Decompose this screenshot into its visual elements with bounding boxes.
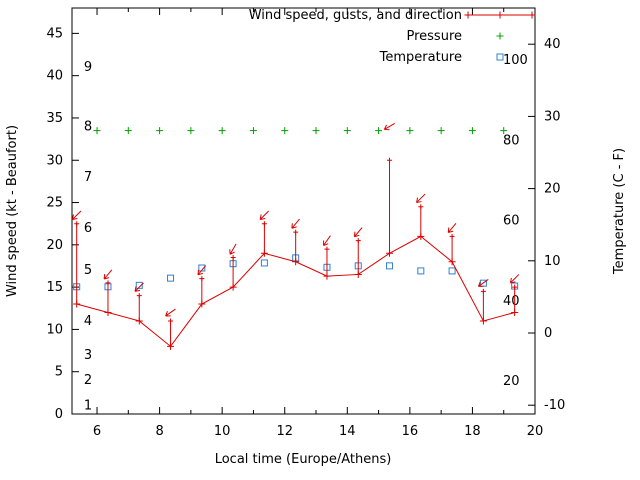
x-tick-label: 18 [464, 424, 481, 439]
beaufort-label: 6 [84, 221, 92, 236]
left-axis-title: Wind speed (kt - Beaufort) [5, 125, 20, 297]
beaufort-label: 2 [84, 373, 92, 388]
beaufort-label: 8 [84, 119, 92, 134]
beaufort-label: 1 [84, 399, 92, 414]
left-tick-label: 35 [46, 111, 63, 126]
right-tick-label: 40 [544, 37, 561, 52]
fahrenheit-label: 60 [503, 214, 520, 229]
left-tick-label: 15 [46, 280, 63, 295]
fahrenheit-label: 40 [503, 294, 520, 309]
wind-direction-arrow [134, 282, 144, 292]
wind-direction-arrow [165, 308, 176, 317]
wind-direction-arrow [229, 243, 237, 255]
wind-direction-arrow [291, 218, 300, 229]
right-tick-label: 10 [544, 254, 561, 269]
x-tick-label: 10 [214, 424, 231, 439]
plot-border [71, 7, 536, 415]
legend-label-pressure: Pressure [406, 29, 462, 44]
x-tick-label: 8 [155, 424, 163, 439]
x-tick-label: 6 [93, 424, 101, 439]
x-tick-label: 16 [402, 424, 419, 439]
x-tick-label: 12 [276, 424, 293, 439]
beaufort-label: 3 [84, 348, 92, 363]
left-tick-label: 40 [46, 69, 63, 84]
fahrenheit-label: 80 [503, 133, 520, 148]
legend-markers [464, 11, 536, 61]
plot-area: 6 8 10 12 14 16 18 20051015202530354045-1001020… [46, 7, 565, 439]
wind-direction-arrow [383, 122, 395, 131]
fahrenheit-label: 100 [503, 53, 528, 68]
left-tick-label: 10 [46, 322, 63, 337]
wind-direction-arrow [197, 265, 207, 276]
pressure-series [93, 127, 508, 135]
legend-label-wind: Wind speed, gusts, and direction [249, 8, 462, 23]
wind-direction-arrow [478, 279, 489, 287]
right-tick-label: 30 [544, 109, 561, 124]
wind-direction-arrow [259, 210, 269, 220]
right-tick-label: 20 [544, 182, 561, 197]
beaufort-label: 4 [84, 314, 92, 329]
left-tick-label: 5 [55, 365, 63, 380]
beaufort-label: 5 [84, 263, 92, 278]
fahrenheit-label: 20 [503, 374, 520, 389]
wind-series [71, 122, 520, 350]
beaufort-label: 7 [84, 170, 92, 185]
beaufort-label: 9 [84, 60, 92, 75]
right-axis-title: Temperature (C - F) [612, 148, 627, 275]
left-tick-label: 45 [46, 26, 63, 41]
wind-direction-arrow [323, 235, 331, 246]
left-tick-label: 20 [46, 238, 63, 253]
wind-direction-arrow [416, 193, 426, 204]
wind-direction-arrow [103, 269, 113, 280]
wind-direction-arrow [447, 222, 457, 233]
wind-direction-arrow [353, 227, 363, 238]
x-tick-label: 14 [339, 424, 356, 439]
left-tick-label: 30 [46, 153, 63, 168]
x-axis-title: Local time (Europe/Athens) [215, 452, 392, 467]
wind-direction-arrow [509, 274, 520, 284]
right-tick-label: 0 [544, 326, 552, 341]
left-tick-label: 0 [55, 407, 63, 422]
left-tick-label: 25 [46, 196, 63, 211]
legend-label-temperature: Temperature [379, 50, 462, 65]
legend: Wind speed, gusts, and direction Pressur… [249, 8, 536, 65]
right-tick-label: -10 [544, 398, 565, 413]
x-tick-label: 20 [527, 424, 544, 439]
wind-direction-arrow [71, 210, 82, 220]
